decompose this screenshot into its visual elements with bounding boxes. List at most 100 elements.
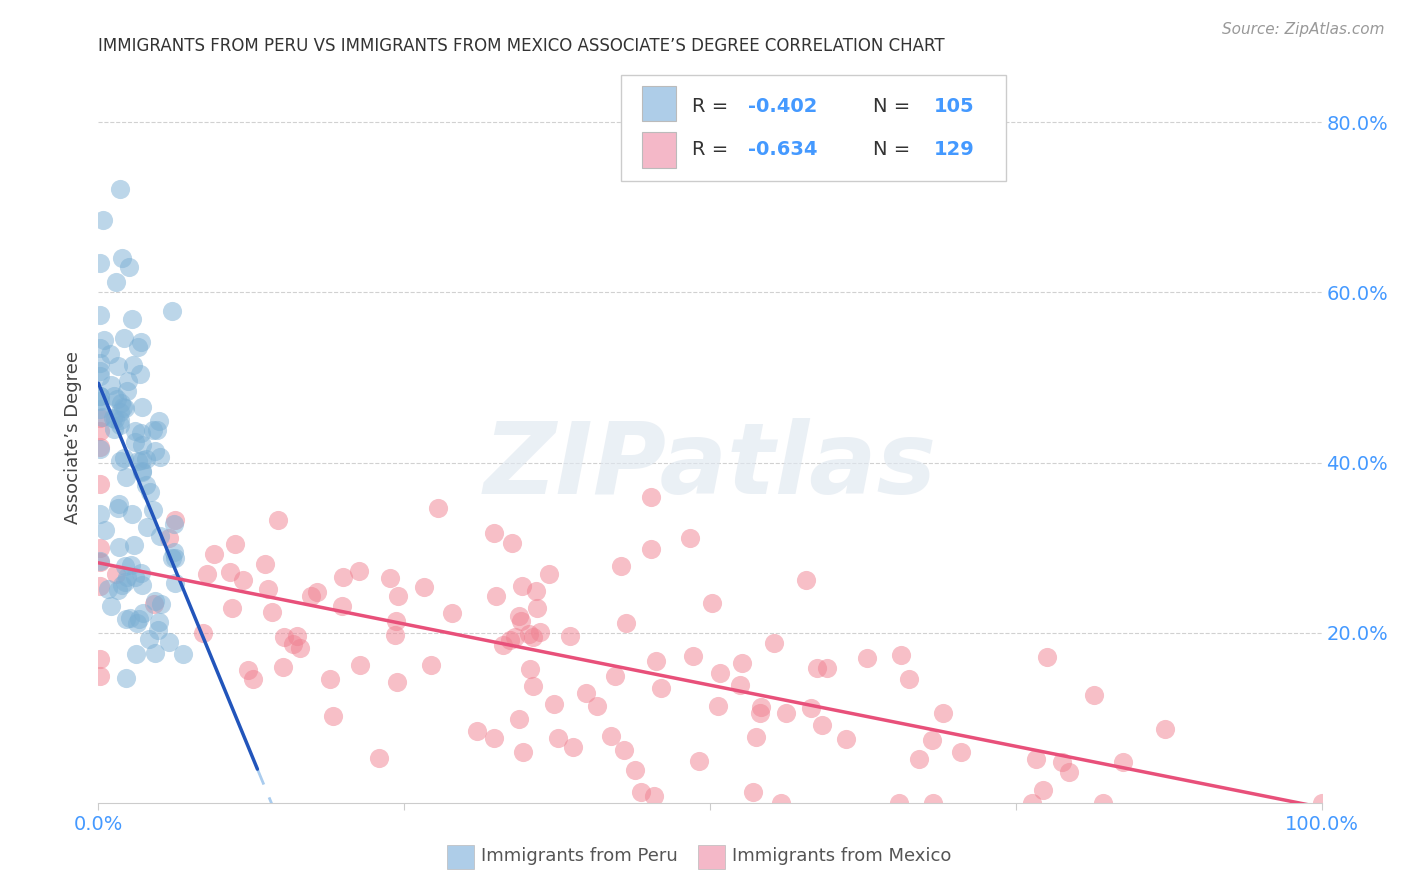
Point [143, 597, 166, 611]
Point [108, 181, 131, 195]
Point [1112, 755, 1135, 769]
Point [643, 789, 665, 803]
Point [260, 606, 283, 620]
Point [114, 575, 136, 590]
Point [835, 732, 858, 747]
FancyBboxPatch shape [697, 846, 724, 869]
Point [236, 663, 259, 677]
Point [232, 573, 254, 587]
Point [89, 363, 111, 377]
Point [105, 275, 128, 289]
Text: R =: R = [692, 97, 734, 116]
Point [104, 411, 127, 425]
Point [97, 582, 120, 596]
Text: Source: ZipAtlas.com: Source: ZipAtlas.com [1222, 22, 1385, 37]
Point [143, 646, 166, 660]
Point [195, 566, 218, 581]
Point [242, 672, 264, 686]
Point [1031, 783, 1053, 797]
Point [283, 637, 305, 651]
Point [124, 435, 146, 450]
Point [543, 697, 565, 711]
Point [224, 537, 246, 551]
Point [526, 601, 548, 615]
Point [163, 545, 186, 559]
Point [89, 369, 111, 384]
Point [89, 669, 111, 683]
Point [120, 558, 142, 573]
Point [112, 400, 135, 414]
FancyBboxPatch shape [641, 86, 676, 121]
Text: -0.634: -0.634 [748, 140, 817, 160]
Point [115, 671, 138, 685]
Point [378, 571, 401, 585]
Point [100, 378, 122, 392]
Point [93, 333, 115, 347]
Point [890, 648, 912, 663]
Point [501, 536, 523, 550]
Point [89, 356, 111, 370]
Point [465, 724, 488, 739]
Text: IMMIGRANTS FROM PERU VS IMMIGRANTS FROM MEXICO ASSOCIATE’S DEGREE CORRELATION CH: IMMIGRANTS FROM PERU VS IMMIGRANTS FROM … [98, 37, 945, 54]
Point [114, 401, 136, 416]
Point [202, 547, 225, 561]
Point [1310, 796, 1333, 810]
Point [89, 401, 111, 416]
Point [682, 648, 704, 663]
Point [91, 212, 114, 227]
Point [273, 630, 295, 644]
Point [921, 732, 943, 747]
Point [522, 679, 544, 693]
Point [645, 654, 668, 668]
Point [420, 657, 443, 672]
Point [503, 630, 526, 644]
FancyBboxPatch shape [447, 846, 474, 869]
Point [107, 540, 129, 554]
Point [305, 585, 328, 599]
Point [485, 589, 508, 603]
Point [143, 443, 166, 458]
Text: 129: 129 [934, 140, 974, 160]
Point [128, 612, 150, 626]
Point [623, 763, 645, 777]
Point [285, 629, 308, 643]
Point [650, 681, 672, 695]
Point [730, 678, 752, 692]
Point [640, 490, 662, 504]
Point [89, 555, 111, 569]
Point [613, 743, 636, 757]
Text: 105: 105 [934, 97, 974, 116]
Point [124, 425, 146, 439]
Point [1025, 752, 1047, 766]
Point [136, 519, 159, 533]
Point [529, 624, 551, 639]
Point [141, 423, 163, 437]
Text: R =: R = [692, 140, 734, 160]
Point [89, 341, 111, 355]
Point [111, 251, 134, 265]
Point [367, 751, 389, 765]
Point [640, 541, 662, 556]
Point [679, 531, 702, 545]
Point [90, 410, 112, 425]
Point [124, 647, 146, 661]
Text: -0.402: -0.402 [748, 97, 817, 116]
Point [115, 469, 138, 483]
Point [1021, 796, 1043, 810]
Point [121, 507, 143, 521]
Text: ZIPatlas: ZIPatlas [484, 417, 936, 515]
Point [131, 438, 153, 452]
Point [112, 331, 135, 345]
Point [385, 614, 408, 628]
Point [131, 465, 153, 479]
Point [103, 410, 125, 425]
Point [537, 566, 560, 581]
Point [89, 425, 111, 439]
Point [131, 464, 153, 478]
Point [89, 652, 111, 666]
Point [517, 627, 540, 641]
Point [221, 601, 243, 615]
Point [135, 452, 157, 467]
Point [150, 598, 173, 612]
Point [121, 312, 143, 326]
